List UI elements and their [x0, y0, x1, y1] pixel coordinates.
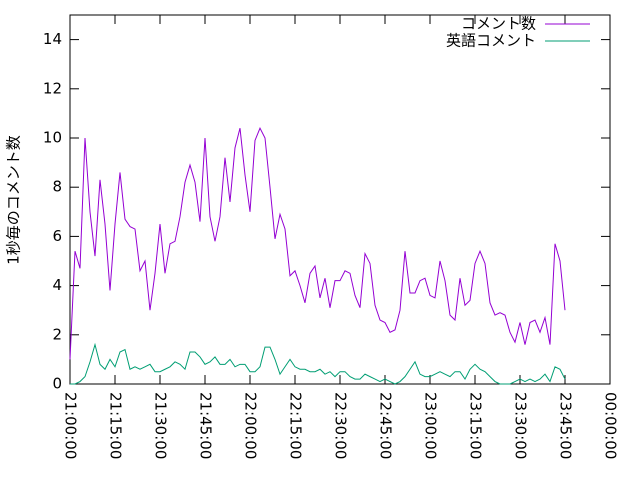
legend-label: コメント数	[461, 15, 536, 33]
x-tick-label: 00:00:00	[602, 392, 620, 459]
x-tick-label: 23:15:00	[467, 392, 485, 459]
x-tick-label: 23:45:00	[557, 392, 575, 459]
x-tick-label: 22:45:00	[377, 392, 395, 459]
series-line	[70, 342, 566, 385]
y-tick-label: 12	[43, 79, 62, 97]
x-tick-label: 21:45:00	[197, 392, 215, 459]
y-tick-label: 14	[43, 30, 62, 48]
x-tick-label: 21:30:00	[152, 392, 170, 459]
x-tick-label: 22:30:00	[332, 392, 350, 459]
y-axis-label: 1秒毎のコメント数	[5, 135, 23, 265]
y-tick-label: 4	[52, 276, 62, 294]
x-tick-label: 21:15:00	[107, 392, 125, 459]
y-tick-label: 10	[43, 129, 62, 147]
x-tick-label: 22:00:00	[242, 392, 260, 459]
series-line	[69, 126, 566, 360]
x-tick-label: 21:00:00	[62, 392, 80, 459]
y-tick-label: 6	[52, 227, 62, 245]
y-tick-label: 8	[52, 178, 62, 196]
x-tick-label: 22:15:00	[287, 392, 305, 459]
legend-label: 英語コメント	[446, 32, 536, 50]
y-tick-label: 0	[52, 375, 62, 393]
y-tick-label: 2	[52, 325, 62, 343]
x-tick-label: 23:00:00	[422, 392, 440, 459]
x-tick-label: 23:30:00	[512, 392, 530, 459]
